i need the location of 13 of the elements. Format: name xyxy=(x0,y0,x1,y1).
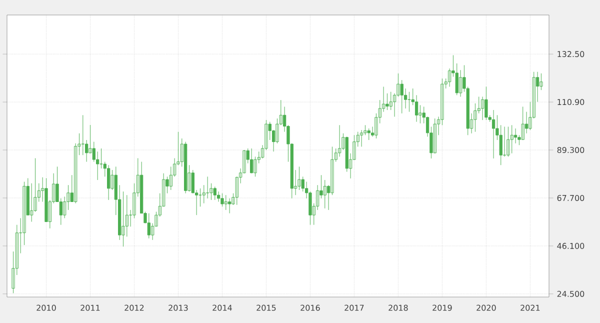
candlestick xyxy=(213,186,216,200)
candlestick xyxy=(408,92,411,112)
candlestick xyxy=(492,110,496,159)
candlestick xyxy=(220,193,224,207)
candlestick xyxy=(250,148,254,174)
candlestick xyxy=(510,124,514,154)
candlestick xyxy=(107,164,110,200)
candlestick xyxy=(484,86,488,120)
candlestick xyxy=(367,128,370,140)
candlestick xyxy=(224,194,228,210)
candlestick xyxy=(184,142,188,194)
candlestick xyxy=(506,126,510,157)
candlestick xyxy=(147,213,150,239)
